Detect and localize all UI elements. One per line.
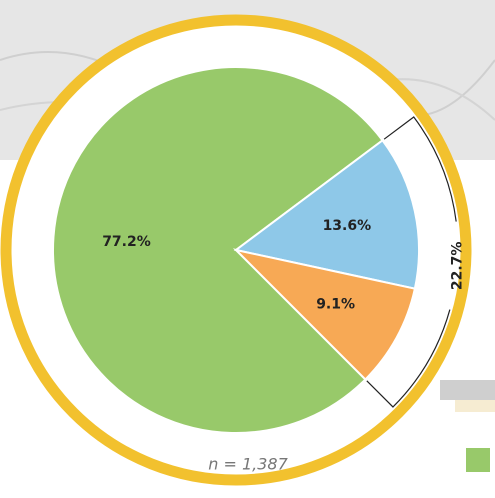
panel-shadow: [440, 380, 495, 400]
pie: 77.2% 13.6% 9.1% 22.7%: [52, 66, 465, 434]
value-label: 77.2%: [102, 234, 151, 250]
bracket-label: 22.7%: [449, 242, 465, 291]
legend-swatch: [466, 448, 490, 472]
value-label: 13.6%: [323, 218, 372, 234]
bracket: [366, 116, 457, 408]
panel-strip: [455, 400, 495, 412]
pie-slice: [52, 66, 384, 434]
value-label: 9.1%: [316, 296, 355, 312]
pie-slice: [233, 138, 420, 290]
pie-slice: [232, 248, 417, 381]
sample-size: n = 1,387: [208, 455, 288, 474]
